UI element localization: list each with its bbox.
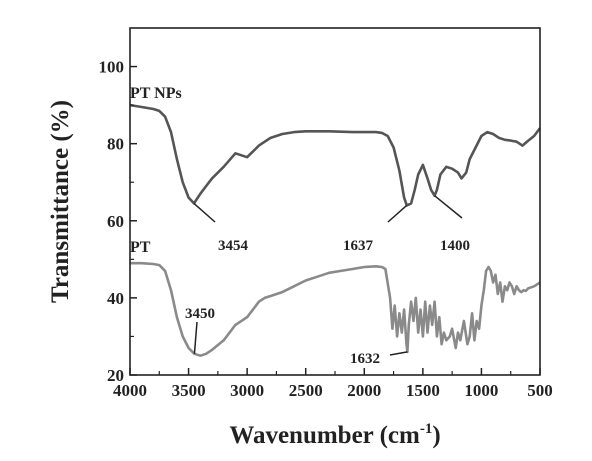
annotation-label: 3450 — [185, 306, 215, 322]
annotation-leader-line — [194, 203, 215, 222]
x-axis-title: Wavenumber (cm-1) — [229, 421, 440, 449]
x-tick-label: 2500 — [289, 381, 323, 400]
annotation-leader-line — [390, 352, 407, 355]
x-tick-label: 1500 — [406, 381, 440, 400]
x-axis-title-close: ) — [432, 422, 440, 449]
x-tick-label: 2000 — [347, 381, 381, 400]
x-tick-label: 500 — [527, 381, 553, 400]
annotation-leader-line — [388, 205, 407, 222]
annotation-label: 1637 — [343, 238, 374, 254]
series-line-pt-nps — [130, 105, 540, 205]
annotation-label: 1400 — [440, 238, 470, 254]
x-tick-label: 1000 — [464, 381, 498, 400]
y-axis: 20 40 60 80 100 — [99, 58, 138, 385]
x-tick-label: 3500 — [172, 381, 206, 400]
y-tick-label: 60 — [107, 212, 124, 231]
x-tick-label: 3000 — [230, 381, 264, 400]
y-tick-label: 40 — [107, 289, 124, 308]
annotation-label: 1632 — [350, 351, 380, 367]
annotation-group: 3454 1637 1400 3450 1632 — [185, 196, 470, 367]
annotation-leader-line — [194, 322, 197, 354]
annotation-label: 3454 — [218, 238, 249, 254]
y-tick-label: 100 — [99, 58, 125, 77]
y-tick-label: 20 — [107, 366, 124, 385]
y-axis-title: Transmittance (%) — [47, 100, 74, 303]
x-axis-title-superscript: -1 — [420, 421, 433, 437]
y-tick-label: 80 — [107, 135, 124, 154]
annotation-leader-line — [435, 196, 462, 218]
x-axis: 4000350030002500200015001000500 — [113, 368, 553, 400]
x-axis-title-main: Wavenumber (cm — [229, 422, 420, 449]
series-label-pt: PT — [130, 239, 151, 256]
series-label-pt-nps: PT NPs — [130, 85, 182, 102]
